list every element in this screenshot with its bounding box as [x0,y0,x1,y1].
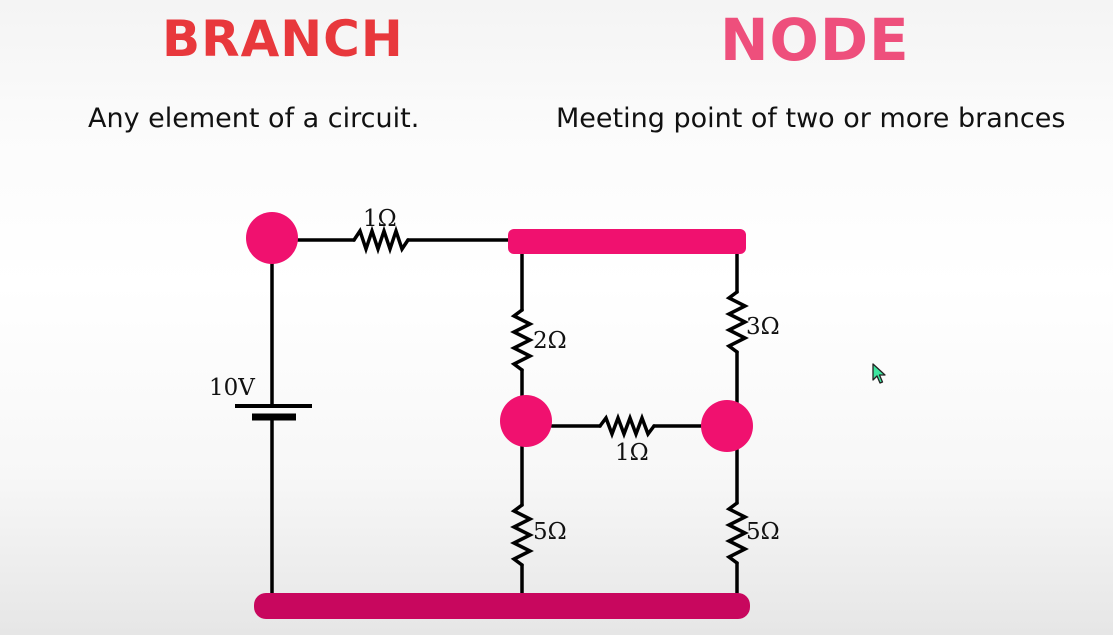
node-center-left [500,395,552,447]
resistor-bottom-left [510,503,534,567]
branch-heading: BRANCH [162,10,404,68]
node-center-right [701,400,753,452]
resistor-right [725,290,749,354]
resistor-mid-left [510,308,534,372]
branch-description: Any element of a circuit. [88,103,420,134]
node-top-left [246,212,298,264]
label-resistor-mid-left: 2Ω [533,328,567,354]
node-top-bar [508,229,746,254]
resistor-top [352,225,410,255]
node-heading: NODE [720,6,910,74]
label-resistor-center: 1Ω [615,440,649,466]
resistor-center [598,413,656,439]
node-description: Meeting point of two or more brances [556,103,1066,134]
label-resistor-top: 1Ω [363,206,397,232]
label-resistor-mid-right: 3Ω [746,314,780,340]
label-source: 10V [209,375,255,401]
node-bottom-bar [254,593,750,619]
label-resistor-bottom-left: 5Ω [533,519,567,545]
mouse-cursor-icon [872,363,886,384]
resistor-bottom-right [725,501,749,565]
label-resistor-bottom-right: 5Ω [746,519,780,545]
